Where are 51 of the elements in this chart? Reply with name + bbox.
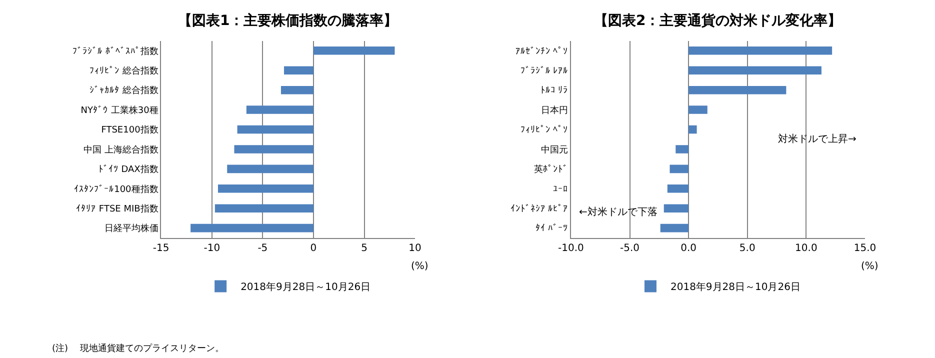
y-tick-label: ﾌｨﾘﾋﾟﾝ 総合指数 — [89, 66, 158, 77]
bar — [688, 125, 697, 134]
y-tick-label: 日本円 — [541, 104, 568, 116]
x-tick-label: -10 — [204, 242, 220, 254]
bar — [688, 46, 832, 55]
x-tick-label: -10.0 — [558, 242, 584, 254]
annotation: 対米ドルで上昇→ — [778, 133, 856, 145]
x-axis-title: (%) — [411, 261, 428, 272]
bar — [688, 106, 708, 114]
y-tick-label: ｲﾝﾄﾞﾈｼｱ ﾙﾋﾟｱ — [510, 204, 568, 214]
bar — [660, 224, 689, 232]
x-tick-label: 5 — [361, 242, 368, 254]
y-tick-label: ｼﾞｬｶﾙﾀ 総合指数 — [89, 85, 158, 96]
y-tick-label: 中国 上海総合指数 — [83, 144, 158, 156]
legend-label: 2018年9月28日～10月26日 — [670, 281, 800, 294]
bar — [667, 184, 689, 193]
y-tick-label: ｲｽﾀﾝﾌﾞｰﾙ100種指数 — [74, 184, 158, 195]
y-tick-label: ﾄﾞｲﾂ DAX指数 — [98, 164, 158, 176]
text: (注) 現地通貨建てのプライスリターン。 — [52, 343, 224, 354]
y-tick-label: ﾕｰﾛ — [553, 184, 568, 195]
y-tick-label: ｱﾙｾﾞﾝﾁﾝ ﾍﾟｿ — [515, 46, 568, 57]
bar — [676, 145, 689, 154]
x-tick-label: 0.0 — [680, 242, 697, 254]
x-tick-label: -5 — [258, 242, 268, 254]
x-tick-label: -5.0 — [620, 242, 640, 254]
bar — [670, 164, 689, 174]
y-tick-label: NYﾀﾞｳ 工業株30種 — [80, 104, 158, 116]
y-tick-label: ﾌﾞﾗｼﾞﾙ ﾚｱﾙ — [520, 66, 568, 77]
legend-label: 2018年9月28日～10月26日 — [240, 281, 371, 294]
bar — [688, 86, 786, 94]
x-tick-label: 0 — [310, 242, 317, 254]
y-tick-label: FTSE100指数 — [101, 124, 158, 136]
bar — [688, 66, 822, 75]
x-tick-label: 10 — [408, 242, 422, 254]
annotation: ←対米ドルで下落 — [579, 206, 658, 218]
x-tick-label: 5.0 — [739, 242, 756, 254]
y-tick-label: ﾌﾞﾗｼﾞﾙ ﾎﾞﾍﾞｽﾊﾟ指数 — [72, 46, 158, 57]
y-tick-label: ｲﾀﾘｱ FTSE MIB指数 — [76, 204, 158, 214]
x-tick-label: -15 — [152, 242, 170, 254]
y-tick-label: 日経平均株価 — [104, 223, 158, 234]
chart-title: 【図表1：主要株価指数の騰落率】 — [178, 12, 398, 29]
y-tick-label: ﾀｲ ﾊﾞｰﾂ — [535, 223, 568, 234]
y-tick-label: ﾌｨﾘﾋﾟﾝ ﾍﾟｿ — [520, 124, 568, 136]
chart-title: 【図表2：主要通貨の対米ドル変化率】 — [594, 12, 842, 29]
y-tick-label: 英ﾎﾟﾝﾄﾞ — [534, 164, 568, 176]
x-tick-label: 15.0 — [854, 242, 876, 254]
x-axis-title: (%) — [861, 261, 878, 272]
bar — [664, 204, 689, 212]
y-tick-label: ﾄﾙｺ ﾘﾗ — [540, 86, 568, 96]
y-tick-label: 中国元 — [541, 144, 568, 156]
x-tick-label: 10.0 — [795, 242, 818, 254]
